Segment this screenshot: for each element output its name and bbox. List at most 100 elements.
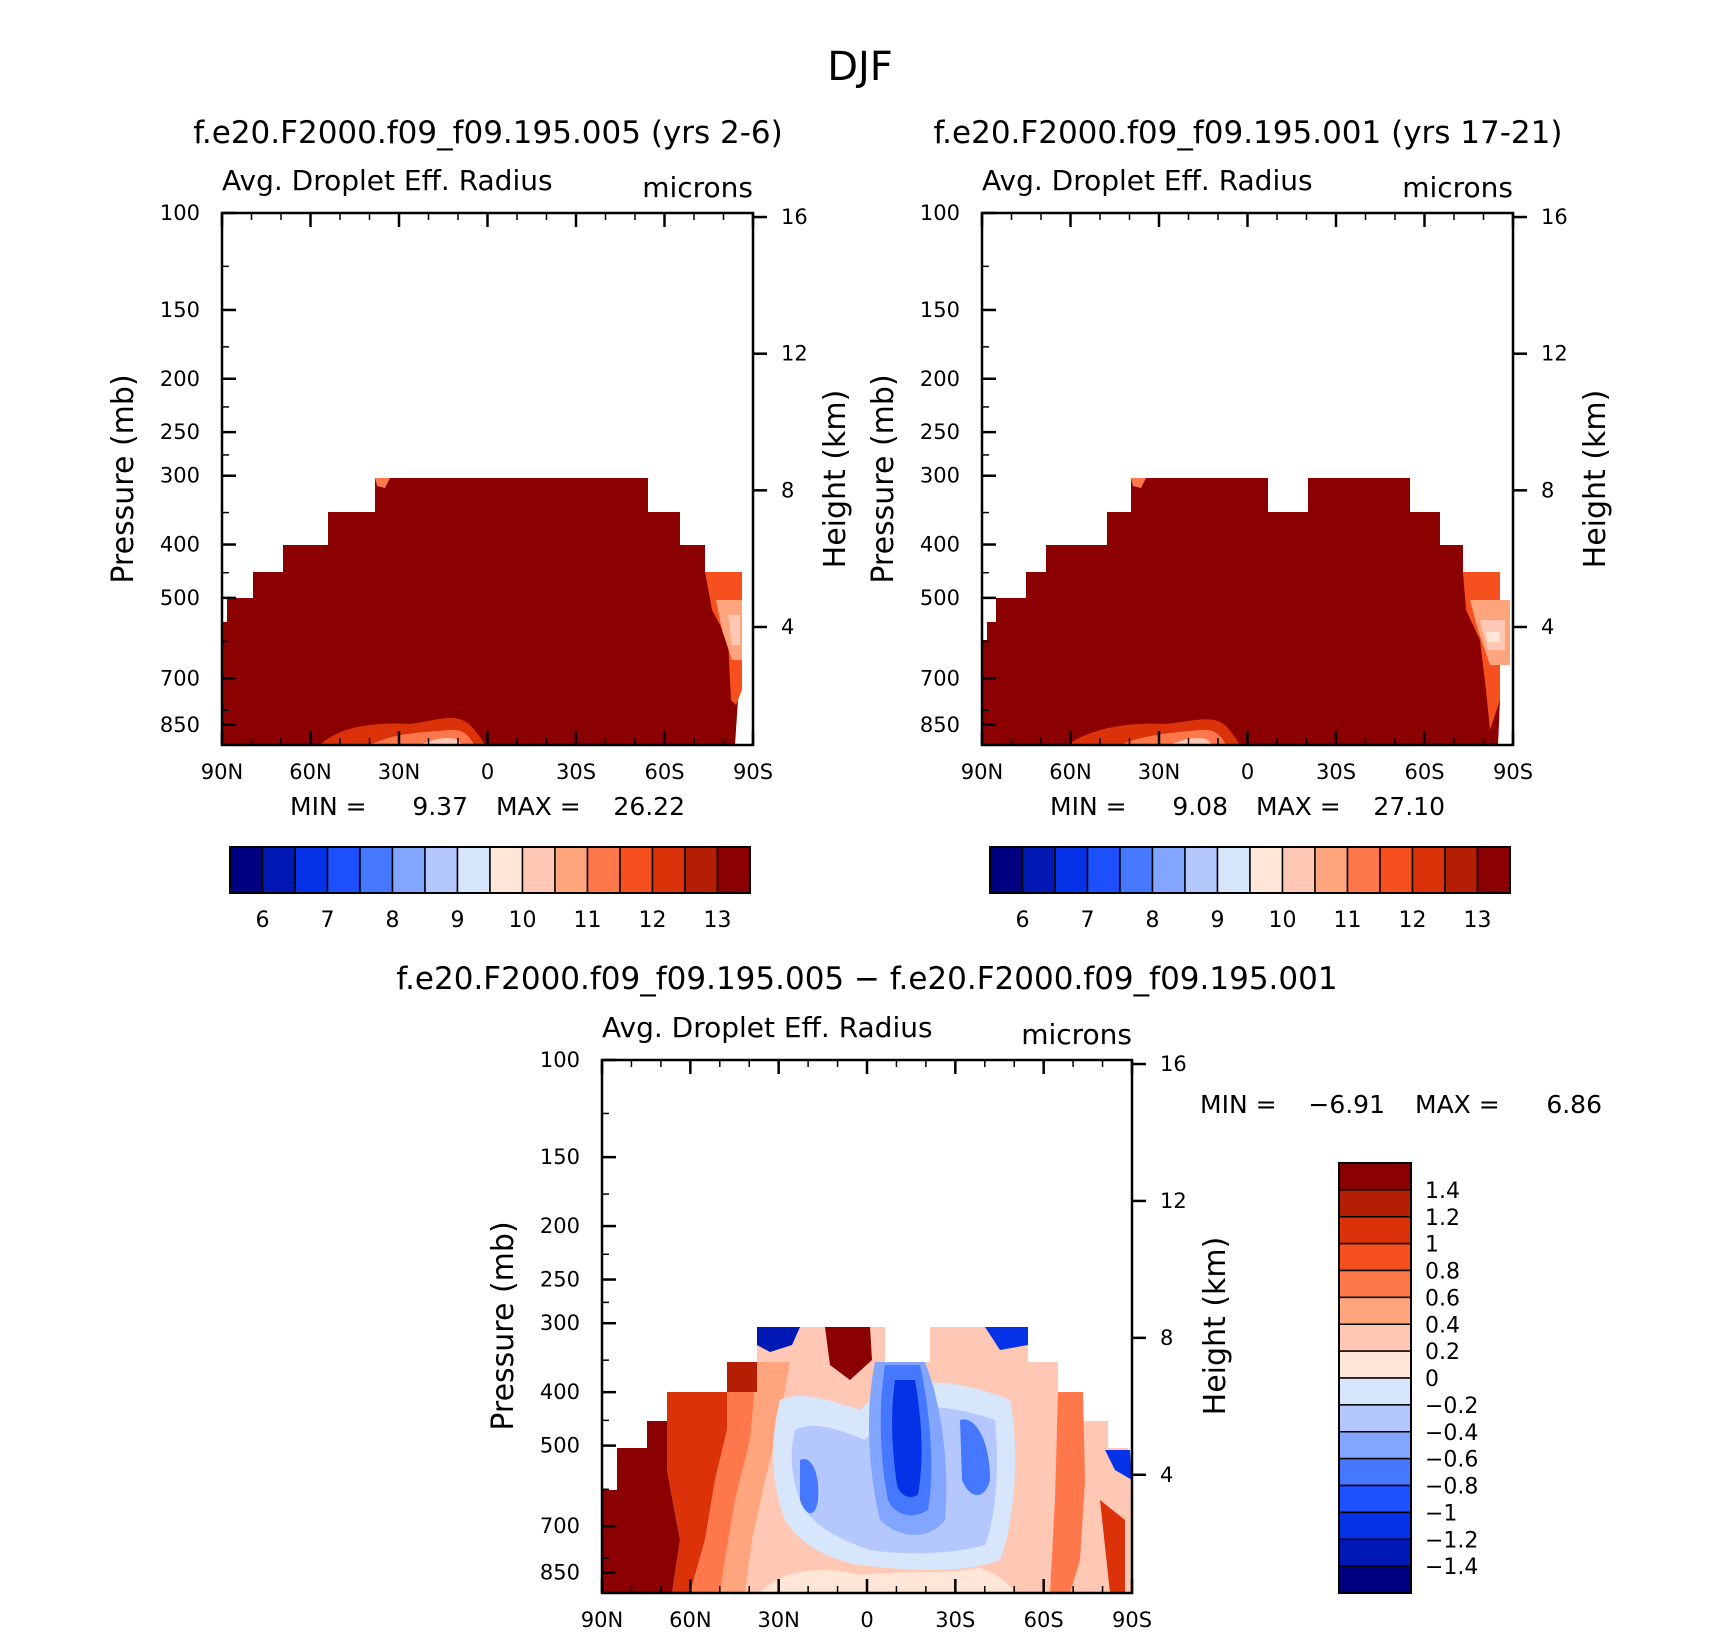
y-axis-label-right: Height (km) xyxy=(818,390,853,569)
field-left-blue xyxy=(800,1459,819,1514)
colorbar-label: 0.2 xyxy=(1425,1340,1460,1365)
field-dark-red xyxy=(222,478,738,745)
y-tick-label: 850 xyxy=(540,1561,580,1585)
y-tick-label: 700 xyxy=(160,666,200,690)
units-label: microns xyxy=(1402,171,1513,204)
y-tick-label: 100 xyxy=(540,1048,580,1072)
colorbar-frame xyxy=(1338,1162,1412,1594)
colorbar-swatch xyxy=(1281,846,1316,894)
y-axis-right: 16 12 8 4 xyxy=(753,205,808,639)
colorbar-label: −0.4 xyxy=(1425,1421,1478,1446)
colorbar-swatch xyxy=(359,846,394,894)
y-right-tick-label: 16 xyxy=(1541,205,1568,229)
panel-title: f.e20.F2000.f09_f09.195.001 (yrs 17-21) xyxy=(934,115,1563,151)
colorbar-label: 0.6 xyxy=(1425,1286,1460,1311)
y-axis-label: Pressure (mb) xyxy=(106,374,141,583)
colorbar: 1.41.210.80.60.40.20−0.2−0.4−0.6−0.8−1−1… xyxy=(1338,1162,1478,1594)
colorbar-label: 8 xyxy=(1146,908,1160,933)
colorbar-swatch xyxy=(456,846,491,894)
y-axis-right: 16 12 8 4 xyxy=(1132,1052,1187,1487)
colorbar-swatch xyxy=(521,846,556,894)
y-tick-label: 100 xyxy=(160,201,200,225)
colorbar-swatch xyxy=(1338,1162,1412,1191)
x-axis: 90N 60N 30N 0 30S 60S 90S xyxy=(581,1060,1152,1632)
x-tick-label: 60N xyxy=(1049,760,1091,784)
colorbar-swatch xyxy=(554,846,589,894)
x-tick-label: 90S xyxy=(733,760,773,784)
colorbar: 6 7 8 9 10 11 12 13 xyxy=(989,846,1511,933)
x-tick-label: 60S xyxy=(644,760,684,784)
colorbar-label: −1.2 xyxy=(1425,1528,1478,1553)
min-label: MIN = xyxy=(1200,1090,1277,1119)
colorbar-frame xyxy=(989,846,1511,894)
units-label: microns xyxy=(1021,1018,1132,1051)
y-axis-label-right: Height (km) xyxy=(1198,1237,1233,1416)
colorbar-label: 0.4 xyxy=(1425,1313,1460,1338)
max-label: MAX = xyxy=(1415,1090,1500,1119)
colorbar-label: 12 xyxy=(639,908,667,933)
x-tick-label: 60S xyxy=(1024,1608,1064,1632)
x-axis: 90N 60N 30N 0 30S 60S 90S xyxy=(961,213,1533,784)
colorbar-swatch xyxy=(1119,846,1154,894)
y-axis-label: Pressure (mb) xyxy=(486,1221,521,1430)
colorbar-swatch xyxy=(619,846,654,894)
colorbar-label: 6 xyxy=(1016,908,1030,933)
colorbar-swatch xyxy=(261,846,296,894)
x-tick-label: 30S xyxy=(935,1608,975,1632)
x-tick-label: 90S xyxy=(1112,1608,1152,1632)
y-right-tick-label: 16 xyxy=(1160,1052,1187,1076)
y-axis-right: 16 12 8 4 xyxy=(1513,205,1568,639)
y-axis-label-right: Height (km) xyxy=(1578,390,1613,569)
colorbar-swatch xyxy=(1021,846,1056,894)
colorbar-swatch xyxy=(1338,1216,1412,1245)
y-right-tick-label: 16 xyxy=(781,205,808,229)
colorbar-swatch xyxy=(294,846,329,894)
x-tick-label: 30N xyxy=(378,760,420,784)
x-tick-label: 0 xyxy=(860,1608,873,1632)
colorbar-swatch xyxy=(424,846,459,894)
colorbar-swatch xyxy=(716,846,751,894)
colorbar-swatch xyxy=(1338,1323,1412,1352)
colorbar-swatch xyxy=(1249,846,1284,894)
panel-case2: f.e20.F2000.f09_f09.195.001 (yrs 17-21) … xyxy=(866,115,1613,933)
y-tick-label: 500 xyxy=(540,1434,580,1458)
y-axis-label: Pressure (mb) xyxy=(866,374,901,583)
y-tick-label: 200 xyxy=(920,367,960,391)
colorbar-label: −1 xyxy=(1425,1501,1457,1526)
colorbar-swatch xyxy=(1338,1431,1412,1460)
y-tick-label: 300 xyxy=(160,464,200,488)
panel-title: f.e20.F2000.f09_f09.195.005 − f.e20.F200… xyxy=(396,961,1337,997)
colorbar-swatch xyxy=(1338,1269,1412,1299)
y-tick-label: 300 xyxy=(540,1311,580,1335)
x-tick-label: 60N xyxy=(669,1608,711,1632)
field-north-pale xyxy=(420,737,462,745)
colorbar-label: −0.6 xyxy=(1425,1448,1478,1473)
units-label: microns xyxy=(642,171,753,204)
colorbar: 6 7 8 9 10 11 12 13 xyxy=(229,846,751,933)
y-tick-label: 700 xyxy=(540,1514,580,1538)
y-tick-label: 400 xyxy=(540,1380,580,1404)
variable-label: Avg. Droplet Eff. Radius xyxy=(982,164,1313,197)
colorbar-label: 7 xyxy=(1081,908,1095,933)
y-tick-label: 150 xyxy=(160,298,200,322)
colorbar-label: −1.4 xyxy=(1425,1555,1478,1580)
field-south-paler xyxy=(1486,632,1500,642)
y-axis-left: 100 150 200 250 300 400 500 700 850 xyxy=(540,1048,616,1585)
field-north-pale xyxy=(1170,737,1212,745)
x-tick-label: 30S xyxy=(556,760,596,784)
panel-title: f.e20.F2000.f09_f09.195.005 (yrs 2-6) xyxy=(193,115,783,151)
y-right-tick-label: 8 xyxy=(1160,1326,1173,1350)
page-title: DJF xyxy=(827,44,893,90)
colorbar-label: 13 xyxy=(1464,908,1492,933)
max-label: MAX = xyxy=(1256,792,1341,821)
y-right-tick-label: 4 xyxy=(781,615,794,639)
y-right-tick-label: 8 xyxy=(1541,478,1554,502)
y-right-tick-label: 12 xyxy=(1160,1189,1187,1213)
max-value: 27.10 xyxy=(1373,792,1445,821)
colorbar-label: 9 xyxy=(1211,908,1225,933)
x-axis: 90N 60N 30N 0 30S 60S 90S xyxy=(201,213,773,784)
colorbar-swatch xyxy=(1216,846,1251,894)
colorbar-frame xyxy=(229,846,751,894)
colorbar-label: 13 xyxy=(704,908,732,933)
